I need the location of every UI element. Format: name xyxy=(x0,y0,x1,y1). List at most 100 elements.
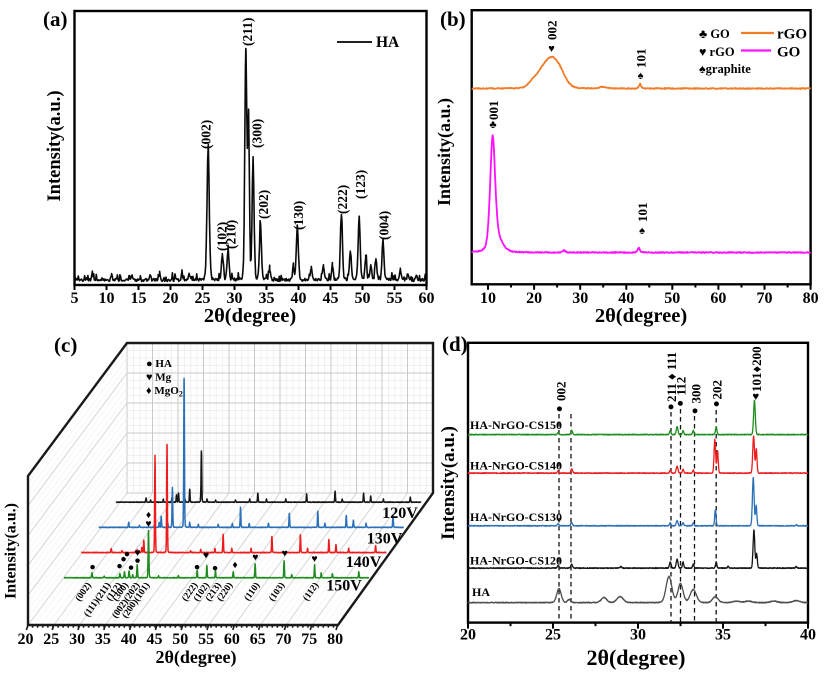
svg-text:♦: ♦ xyxy=(232,560,238,571)
svg-text:rGO: rGO xyxy=(777,27,807,43)
svg-text:♥: ♥ xyxy=(252,553,258,564)
svg-text:Intensity(a.u.): Intensity(a.u.) xyxy=(434,98,455,206)
svg-text:(300): (300) xyxy=(250,119,265,148)
svg-text:●: ● xyxy=(668,401,675,413)
svg-text:001: 001 xyxy=(486,101,501,121)
svg-text:♥: ♥ xyxy=(282,549,288,560)
svg-text:60: 60 xyxy=(710,290,726,307)
svg-text:♥: ♥ xyxy=(752,391,759,403)
svg-text:50: 50 xyxy=(355,290,371,307)
svg-text:(211): (211) xyxy=(240,18,255,47)
svg-text:30: 30 xyxy=(227,290,243,307)
svg-text:10: 10 xyxy=(99,290,115,307)
svg-text:55: 55 xyxy=(198,631,214,648)
svg-text:(210): (210) xyxy=(224,220,239,249)
svg-text:70: 70 xyxy=(757,290,773,307)
svg-text:♠: ♠ xyxy=(638,70,644,82)
svg-text:Intensity(a.u.): Intensity(a.u.) xyxy=(438,426,459,540)
svg-text:50: 50 xyxy=(664,290,680,307)
svg-text:●: ● xyxy=(124,549,130,560)
svg-text:112: 112 xyxy=(673,377,688,396)
svg-text:20: 20 xyxy=(18,631,34,648)
svg-text:20: 20 xyxy=(460,627,476,644)
svg-text:♦ MgO2: ♦ MgO2 xyxy=(146,385,183,399)
svg-text:35: 35 xyxy=(259,290,275,307)
svg-text:●: ● xyxy=(194,562,200,573)
svg-text:30: 30 xyxy=(572,290,588,307)
svg-text:30: 30 xyxy=(69,631,85,648)
svg-text:101: 101 xyxy=(634,49,649,69)
svg-text:HA-NrGO-CS150: HA-NrGO-CS150 xyxy=(470,418,562,432)
svg-text:(c): (c) xyxy=(54,333,77,357)
svg-text:(004): (004) xyxy=(377,211,392,240)
svg-text:♥: ♥ xyxy=(145,519,151,530)
svg-text:(002): (002) xyxy=(199,120,214,149)
svg-text:♠graphite: ♠graphite xyxy=(699,62,751,76)
svg-text:●: ● xyxy=(677,398,684,410)
svg-text:25: 25 xyxy=(195,290,211,307)
svg-text:♦: ♦ xyxy=(146,510,152,521)
svg-text:60: 60 xyxy=(419,290,435,307)
svg-text:♣ GO: ♣ GO xyxy=(699,27,730,41)
svg-text:HA-NrGO-CS130: HA-NrGO-CS130 xyxy=(470,510,562,524)
svg-text:30: 30 xyxy=(630,627,646,644)
svg-text:●: ● xyxy=(212,563,218,574)
svg-text:HA: HA xyxy=(472,585,490,599)
svg-text:GO: GO xyxy=(777,45,800,61)
svg-text:150V: 150V xyxy=(326,578,362,595)
svg-text:40: 40 xyxy=(618,290,634,307)
svg-text:2θ(degree): 2θ(degree) xyxy=(155,647,236,668)
svg-text:(130): (130) xyxy=(291,201,306,230)
svg-text:75: 75 xyxy=(301,631,317,648)
svg-text:♠: ♠ xyxy=(639,225,645,237)
svg-text:●: ● xyxy=(116,561,122,572)
svg-text:●: ● xyxy=(556,403,563,415)
svg-text:002: 002 xyxy=(554,382,569,402)
svg-text:(d): (d) xyxy=(442,332,468,356)
svg-text:70: 70 xyxy=(276,631,292,648)
svg-text:♥: ♥ xyxy=(134,548,140,559)
svg-text:15: 15 xyxy=(131,290,147,307)
svg-text:35: 35 xyxy=(715,627,731,644)
svg-text:40: 40 xyxy=(291,290,307,307)
svg-text:Intensity(a.u.): Intensity(a.u.) xyxy=(45,90,65,201)
svg-text:45: 45 xyxy=(147,631,163,648)
svg-text:101: 101 xyxy=(635,203,650,223)
svg-text:(102): (102) xyxy=(215,222,230,251)
svg-text:40: 40 xyxy=(800,627,816,644)
svg-text:55: 55 xyxy=(387,290,403,307)
svg-text:300: 300 xyxy=(688,384,703,404)
svg-text:101♦200: 101♦200 xyxy=(749,346,764,392)
svg-text:HA: HA xyxy=(376,34,400,51)
svg-text:(123): (123) xyxy=(353,170,368,199)
svg-text:●: ● xyxy=(120,554,126,565)
svg-text:80: 80 xyxy=(803,290,819,307)
svg-text:♥: ♥ xyxy=(548,43,555,55)
svg-text:80: 80 xyxy=(327,631,343,648)
svg-text:65: 65 xyxy=(250,631,266,648)
svg-text:♥: ♥ xyxy=(311,554,317,565)
svg-text:211 ♦ 111: 211 ♦ 111 xyxy=(664,352,679,402)
svg-text:5: 5 xyxy=(71,290,79,307)
svg-text:2θ(degree): 2θ(degree) xyxy=(204,305,296,327)
svg-text:♥ Mg: ♥ Mg xyxy=(146,372,172,384)
svg-text:002: 002 xyxy=(545,21,560,41)
svg-text:50: 50 xyxy=(172,631,188,648)
svg-text:45: 45 xyxy=(323,290,339,307)
svg-text:●: ● xyxy=(713,398,720,410)
svg-text:20: 20 xyxy=(526,290,542,307)
svg-text:202: 202 xyxy=(710,380,725,400)
svg-text:♣: ♣ xyxy=(489,119,496,131)
svg-text:● HA: ● HA xyxy=(146,358,172,370)
svg-text:25: 25 xyxy=(545,627,561,644)
svg-text:●: ● xyxy=(134,556,140,567)
svg-text:140V: 140V xyxy=(346,554,382,571)
svg-text:130V: 130V xyxy=(367,531,403,548)
svg-text:HA-NrGO-CS140: HA-NrGO-CS140 xyxy=(470,459,562,473)
svg-text:(a): (a) xyxy=(43,7,68,31)
svg-text:35: 35 xyxy=(95,631,111,648)
svg-text:10: 10 xyxy=(480,290,496,307)
svg-text:HA-NrGO-CS120: HA-NrGO-CS120 xyxy=(470,554,562,568)
svg-text:●: ● xyxy=(692,405,699,417)
svg-text:60: 60 xyxy=(224,631,240,648)
